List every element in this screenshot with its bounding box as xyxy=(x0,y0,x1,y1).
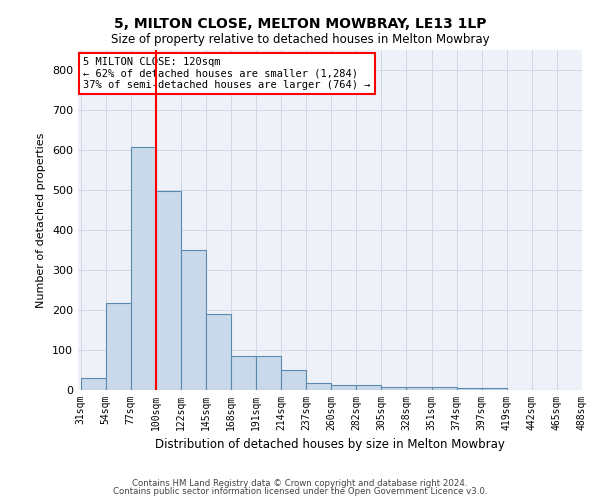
Bar xyxy=(156,191,181,390)
Bar xyxy=(382,387,406,390)
X-axis label: Distribution of detached houses by size in Melton Mowbray: Distribution of detached houses by size … xyxy=(155,438,505,452)
Bar xyxy=(406,387,431,390)
Bar xyxy=(331,385,356,390)
Bar xyxy=(356,385,382,390)
Bar xyxy=(457,388,482,390)
Bar xyxy=(131,147,156,390)
Bar xyxy=(256,356,281,390)
Bar xyxy=(181,250,206,390)
Text: Size of property relative to detached houses in Melton Mowbray: Size of property relative to detached ho… xyxy=(110,32,490,46)
Bar xyxy=(80,378,106,390)
Text: 5, MILTON CLOSE, MELTON MOWBRAY, LE13 1LP: 5, MILTON CLOSE, MELTON MOWBRAY, LE13 1L… xyxy=(114,18,486,32)
Text: Contains HM Land Registry data © Crown copyright and database right 2024.: Contains HM Land Registry data © Crown c… xyxy=(132,478,468,488)
Bar xyxy=(431,387,457,390)
Bar xyxy=(206,314,231,390)
Text: 5 MILTON CLOSE: 120sqm
← 62% of detached houses are smaller (1,284)
37% of semi-: 5 MILTON CLOSE: 120sqm ← 62% of detached… xyxy=(83,57,371,90)
Text: Contains public sector information licensed under the Open Government Licence v3: Contains public sector information licen… xyxy=(113,487,487,496)
Bar xyxy=(281,370,306,390)
Bar xyxy=(231,356,256,390)
Y-axis label: Number of detached properties: Number of detached properties xyxy=(37,132,46,308)
Bar xyxy=(306,383,331,390)
Bar xyxy=(482,388,507,390)
Bar xyxy=(106,303,131,390)
